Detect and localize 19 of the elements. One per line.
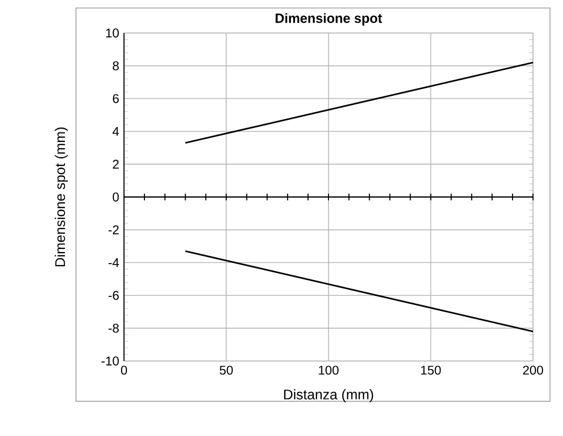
y-tick-label: 10 — [106, 28, 119, 38]
x-tick-label: 0 — [120, 366, 128, 375]
x-tick-label: 200 — [523, 366, 544, 375]
y-axis-title: Dimensione spot (mm) — [54, 128, 68, 266]
y-tick-label: -6 — [108, 290, 119, 300]
y-tick-label: -10 — [102, 356, 119, 366]
chart-title: Dimensione spot — [276, 13, 382, 26]
y-tick-label: -8 — [108, 324, 119, 333]
x-tick-label: 100 — [318, 366, 339, 375]
y-tick-label: 0 — [112, 192, 119, 202]
y-tick-label: 4 — [112, 127, 119, 136]
y-tick-label: 8 — [112, 61, 119, 70]
y-tick-label: 2 — [112, 160, 119, 169]
y-tick-label: -2 — [108, 225, 119, 234]
x-axis-title: Distanza (mm) — [284, 389, 374, 402]
x-tick-label: 150 — [421, 366, 441, 375]
x-tick-label: 50 — [220, 366, 233, 375]
y-tick-label: -4 — [108, 258, 119, 267]
y-tick-label: 6 — [112, 94, 119, 104]
